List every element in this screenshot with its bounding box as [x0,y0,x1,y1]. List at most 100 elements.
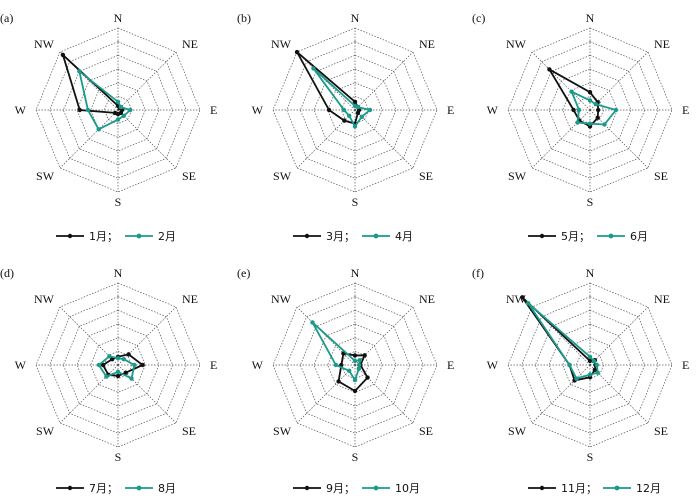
legend: 9月； 10月 [293,482,420,495]
direction-label: SW [273,169,292,183]
data-point [140,362,145,368]
grid-ring [575,350,605,380]
direction-label: N [351,266,360,280]
data-point [352,353,358,358]
data-point [115,369,121,375]
data-point [587,121,593,126]
direction-label: S [587,450,594,464]
series-line [311,321,361,383]
data-point [115,373,121,379]
data-point [520,295,525,300]
panel-label: (c) [472,11,485,25]
grid-ring [49,41,187,179]
data-point [355,110,361,116]
data-point [336,379,341,384]
direction-label: S [115,195,122,209]
direction-label: NW [271,37,292,51]
legend-label: 7月； [89,482,118,495]
data-point [569,89,574,94]
data-point [115,117,121,122]
grid-ring [90,337,146,393]
legend-marker [373,485,379,491]
grid-ring [35,282,201,448]
direction-label: N [586,11,595,25]
direction-label: W [15,358,27,372]
data-point [115,355,121,361]
data-point [525,300,531,306]
data-point [310,320,315,325]
direction-label: SW [273,424,292,438]
direction-label: S [352,195,359,209]
panel-label: (b) [237,11,251,25]
legend: 11月； 12月 [528,482,661,495]
data-point [123,370,128,375]
grid-ring [90,82,146,138]
direction-label: NE [654,37,670,51]
legend-marker [304,233,310,239]
direction-label: SE [654,169,668,183]
series-line [77,69,133,131]
direction-label: W [487,358,499,372]
legend-marker [373,233,379,239]
grid-ring [562,82,618,138]
data-point [355,104,361,110]
grid-ring [521,296,659,434]
direction-label: W [252,103,264,117]
legend-label: 10月 [395,482,420,495]
direction-label: SE [182,169,196,183]
direction-label: E [682,103,689,117]
grid-ring [575,95,605,125]
direction-label: N [114,11,123,25]
legend-marker [67,485,73,491]
data-point [347,368,352,373]
data-point [326,107,332,113]
direction-label: NE [654,292,670,306]
data-point [574,376,579,381]
direction-label: NW [271,292,292,306]
data-point [587,358,593,364]
data-point [587,372,593,377]
grid-ring [340,95,370,125]
data-point [365,375,370,380]
panel-label: (f) [472,266,484,280]
direction-label: NW [34,292,55,306]
grid-ring [507,282,673,448]
data-point [575,120,580,125]
legend-marker [136,485,142,491]
data-point [107,354,112,359]
data-point [77,69,82,74]
data-point [129,376,134,381]
direction-label: NE [182,292,198,306]
direction-label: SE [654,424,668,438]
direction-label: W [15,103,27,117]
legend-marker [304,485,310,491]
grid-ring [35,27,201,193]
legend: 5月； 6月 [528,230,648,243]
direction-label: S [352,450,359,464]
data-point [96,362,102,368]
panel-label: (a) [0,11,13,25]
direction-label: SW [508,424,527,438]
grid-ring [327,337,383,393]
legend-marker [608,233,614,239]
grid-ring [49,296,187,434]
data-point [595,115,600,120]
grid-ring [562,337,618,393]
legend: 3月； 4月 [293,230,413,243]
direction-label: N [586,266,595,280]
data-point [85,107,91,113]
legend-marker [539,485,545,491]
data-point [104,374,109,379]
direction-label: S [587,195,594,209]
data-point [126,352,131,357]
data-point [100,362,106,368]
data-point [367,107,373,113]
panel-label: (e) [237,266,250,280]
grid-ring [103,95,133,125]
data-point [342,118,347,123]
radar-panel: N NE E SE S SW W NW (e) 9月； 10月 [237,266,454,495]
legend-label: 8月 [158,482,176,495]
grid-ring [507,27,673,193]
data-point [587,354,593,359]
